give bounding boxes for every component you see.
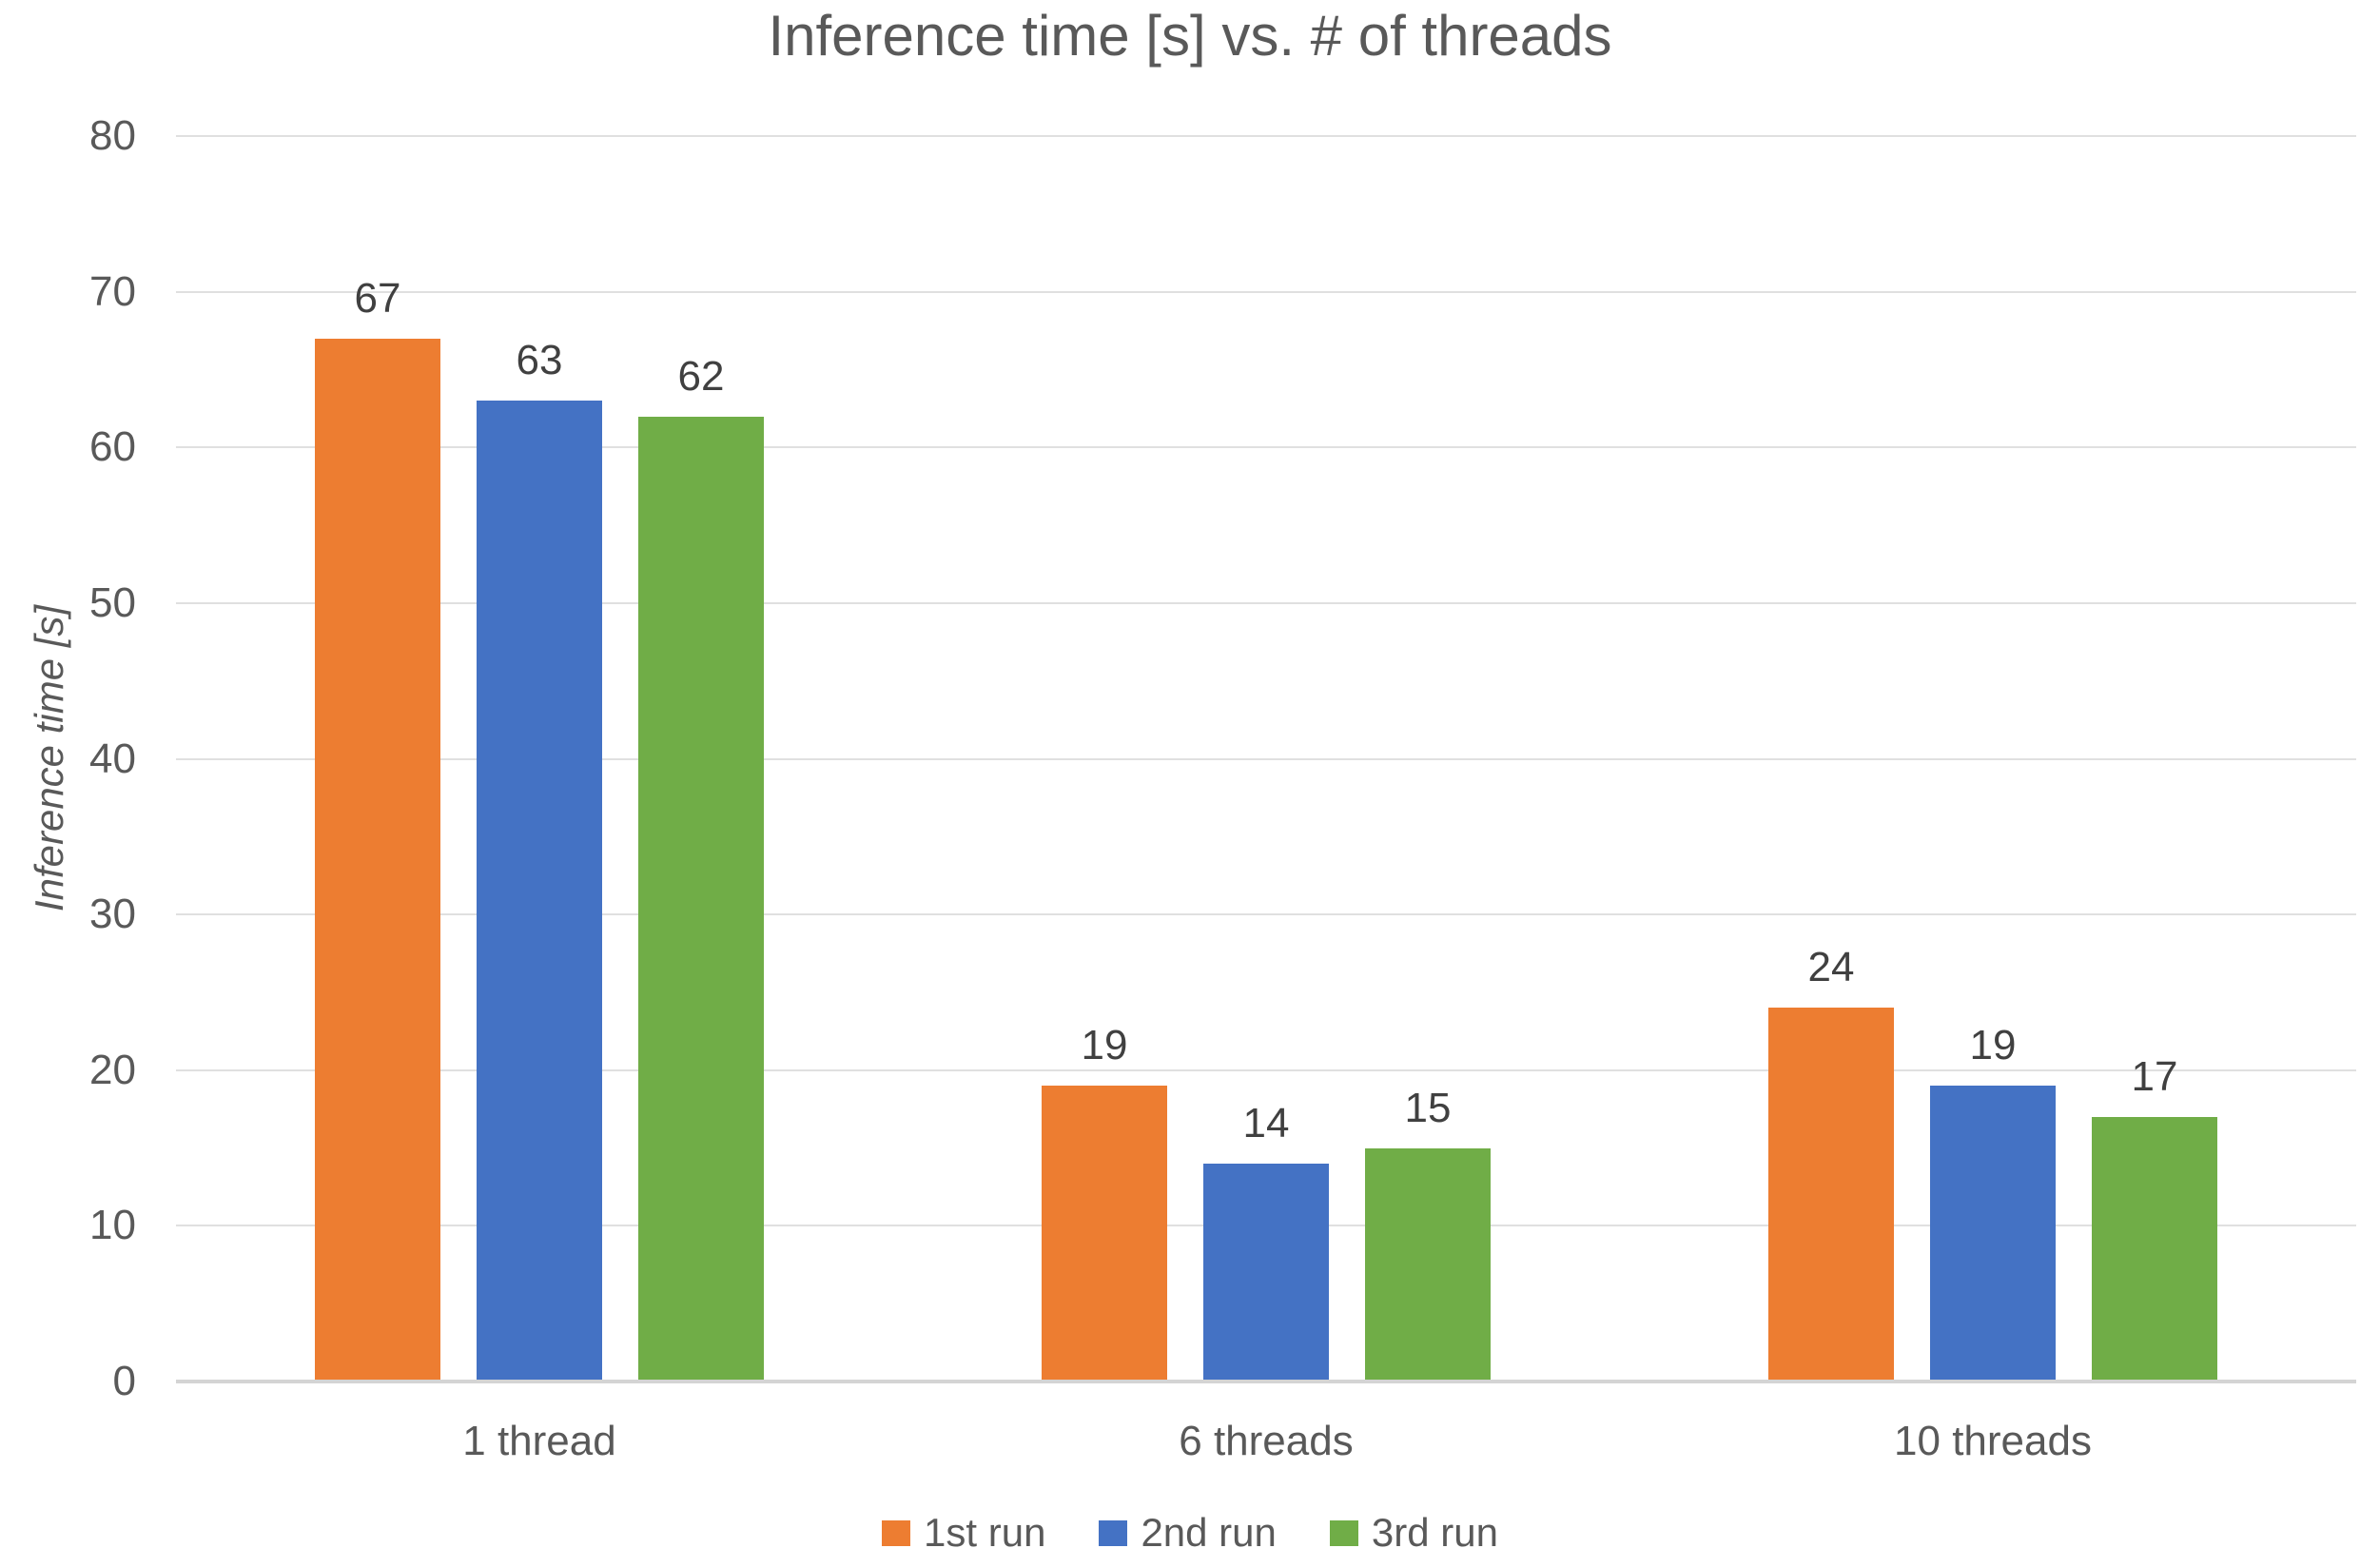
legend-swatch-icon — [1099, 1519, 1128, 1546]
data-label: 67 — [354, 274, 401, 322]
gridline-y-80 — [176, 135, 2356, 137]
gridline-y-60 — [176, 446, 2356, 449]
chart-title: Inference time [s] vs. # of threads — [768, 4, 1612, 68]
gridline-y-40 — [176, 757, 2356, 760]
bar-2nd-run-10-threads — [1930, 1086, 2056, 1382]
bar-3rd-run-1-thread — [638, 416, 764, 1382]
data-label: 62 — [677, 352, 725, 400]
y-axis-title: Inference time [s] — [27, 604, 71, 912]
legend: 1st run 2nd run 3rd run — [0, 1511, 2380, 1555]
bar-2nd-run-6-threads — [1203, 1163, 1329, 1382]
y-tick-label-10: 10 — [89, 1202, 136, 1249]
y-tick-label-0: 0 — [112, 1358, 136, 1404]
bar-3rd-run-6-threads — [1365, 1147, 1491, 1382]
y-tick-label-30: 30 — [89, 891, 136, 938]
y-tick-label-20: 20 — [89, 1046, 136, 1093]
legend-swatch-icon — [1329, 1519, 1358, 1546]
data-label: 19 — [1969, 1022, 2017, 1069]
y-tick-label-70: 70 — [89, 267, 136, 315]
legend-label: 3rd run — [1371, 1510, 1498, 1555]
legend-item-2nd-run: 2nd run — [1099, 1510, 1277, 1555]
bar-1st-run-1-thread — [315, 338, 440, 1382]
data-label: 24 — [1807, 944, 1855, 991]
data-label: 14 — [1242, 1099, 1290, 1147]
legend-item-3rd-run: 3rd run — [1329, 1510, 1498, 1555]
y-tick-label-80: 80 — [89, 112, 136, 159]
legend-swatch-icon — [882, 1519, 911, 1546]
bar-3rd-run-10-threads — [2092, 1116, 2217, 1382]
x-category-label-6-threads: 6 threads — [1179, 1418, 1354, 1464]
legend-label: 1st run — [924, 1510, 1046, 1555]
y-tick-label-60: 60 — [89, 423, 136, 471]
data-label: 17 — [2131, 1052, 2178, 1100]
data-label: 63 — [516, 337, 563, 384]
y-tick-label-50: 50 — [89, 578, 136, 626]
x-category-label-1-thread: 1 thread — [462, 1418, 616, 1464]
legend-item-1st-run: 1st run — [882, 1511, 1045, 1555]
bar-1st-run-6-threads — [1042, 1086, 1167, 1382]
data-label: 19 — [1081, 1022, 1128, 1069]
gridline-y-30 — [176, 913, 2356, 916]
y-tick-label-40: 40 — [89, 735, 136, 782]
data-label: 15 — [1404, 1084, 1452, 1131]
bar-2nd-run-1-thread — [477, 401, 602, 1382]
bar-1st-run-10-threads — [1768, 1008, 1894, 1382]
gridline-y-70 — [176, 290, 2356, 293]
gridline-y-50 — [176, 601, 2356, 604]
x-axis-line — [176, 1380, 2356, 1383]
legend-label: 2nd run — [1141, 1510, 1277, 1555]
x-category-label-10-threads: 10 threads — [1894, 1418, 2092, 1464]
gridline-y-20 — [176, 1068, 2356, 1071]
